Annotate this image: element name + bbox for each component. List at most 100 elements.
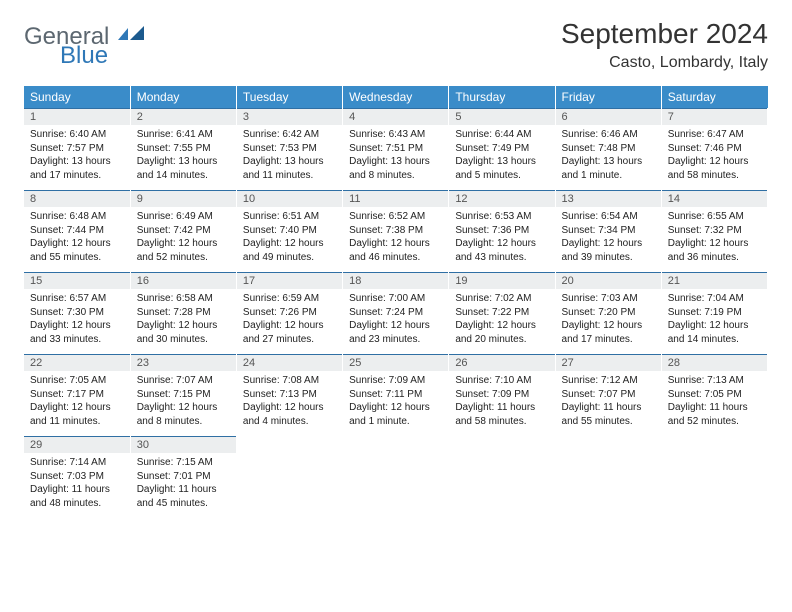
- day-dl: Daylight: 11 hours and 55 minutes.: [562, 401, 655, 428]
- day-ss: Sunset: 7:48 PM: [562, 142, 655, 156]
- day-dl: Daylight: 12 hours and 39 minutes.: [562, 237, 655, 264]
- day-number: 3: [237, 108, 342, 125]
- day-ss: Sunset: 7:34 PM: [562, 224, 655, 238]
- header: General Blue September 2024 Casto, Lomba…: [24, 18, 768, 72]
- logo-flag-icon: [118, 26, 144, 49]
- week-row: 29Sunrise: 7:14 AMSunset: 7:03 PMDayligh…: [24, 436, 768, 518]
- day-number: 11: [343, 190, 448, 207]
- day-sr: Sunrise: 6:41 AM: [137, 128, 230, 142]
- day-dl: Daylight: 12 hours and 20 minutes.: [455, 319, 548, 346]
- day-number: 6: [556, 108, 661, 125]
- day-sr: Sunrise: 7:14 AM: [30, 456, 124, 470]
- day-number: 23: [131, 354, 236, 371]
- title-block: September 2024 Casto, Lombardy, Italy: [561, 18, 768, 72]
- day-body: Sunrise: 6:48 AMSunset: 7:44 PMDaylight:…: [24, 207, 130, 272]
- day-sr: Sunrise: 7:07 AM: [137, 374, 230, 388]
- day-number: 7: [662, 108, 767, 125]
- day-body: Sunrise: 6:42 AMSunset: 7:53 PMDaylight:…: [237, 125, 342, 190]
- day-dl: Daylight: 12 hours and 55 minutes.: [30, 237, 124, 264]
- day-ss: Sunset: 7:11 PM: [349, 388, 442, 402]
- day-body: Sunrise: 6:58 AMSunset: 7:28 PMDaylight:…: [131, 289, 236, 354]
- day-sr: Sunrise: 7:02 AM: [455, 292, 548, 306]
- day-body: Sunrise: 7:09 AMSunset: 7:11 PMDaylight:…: [343, 371, 448, 436]
- day-number: 22: [24, 354, 130, 371]
- day-sr: Sunrise: 6:48 AM: [30, 210, 124, 224]
- day-cell: [661, 436, 767, 518]
- week-row: 1Sunrise: 6:40 AMSunset: 7:57 PMDaylight…: [24, 108, 768, 190]
- day-cell: 25Sunrise: 7:09 AMSunset: 7:11 PMDayligh…: [343, 354, 449, 436]
- day-cell: 16Sunrise: 6:58 AMSunset: 7:28 PMDayligh…: [130, 272, 236, 354]
- day-cell: [555, 436, 661, 518]
- day-body: Sunrise: 7:04 AMSunset: 7:19 PMDaylight:…: [662, 289, 767, 354]
- day-number: 18: [343, 272, 448, 289]
- day-cell: 8Sunrise: 6:48 AMSunset: 7:44 PMDaylight…: [24, 190, 130, 272]
- day-dl: Daylight: 12 hours and 1 minute.: [349, 401, 442, 428]
- day-sr: Sunrise: 7:10 AM: [455, 374, 548, 388]
- day-cell: 22Sunrise: 7:05 AMSunset: 7:17 PMDayligh…: [24, 354, 130, 436]
- day-sr: Sunrise: 6:59 AM: [243, 292, 336, 306]
- day-number: 4: [343, 108, 448, 125]
- day-cell: 2Sunrise: 6:41 AMSunset: 7:55 PMDaylight…: [130, 108, 236, 190]
- day-cell: 23Sunrise: 7:07 AMSunset: 7:15 PMDayligh…: [130, 354, 236, 436]
- day-cell: 5Sunrise: 6:44 AMSunset: 7:49 PMDaylight…: [449, 108, 555, 190]
- day-cell: 12Sunrise: 6:53 AMSunset: 7:36 PMDayligh…: [449, 190, 555, 272]
- day-cell: 17Sunrise: 6:59 AMSunset: 7:26 PMDayligh…: [236, 272, 342, 354]
- day-sr: Sunrise: 7:04 AM: [668, 292, 761, 306]
- day-number: 2: [131, 108, 236, 125]
- day-ss: Sunset: 7:30 PM: [30, 306, 124, 320]
- day-ss: Sunset: 7:07 PM: [562, 388, 655, 402]
- day-sr: Sunrise: 7:09 AM: [349, 374, 442, 388]
- day-body: Sunrise: 6:46 AMSunset: 7:48 PMDaylight:…: [556, 125, 661, 190]
- day-cell: 14Sunrise: 6:55 AMSunset: 7:32 PMDayligh…: [661, 190, 767, 272]
- day-dl: Daylight: 12 hours and 58 minutes.: [668, 155, 761, 182]
- day-ss: Sunset: 7:05 PM: [668, 388, 761, 402]
- weekday-header: Saturday: [661, 86, 767, 108]
- day-body: Sunrise: 6:57 AMSunset: 7:30 PMDaylight:…: [24, 289, 130, 354]
- day-dl: Daylight: 11 hours and 58 minutes.: [455, 401, 548, 428]
- day-sr: Sunrise: 7:05 AM: [30, 374, 124, 388]
- day-dl: Daylight: 12 hours and 43 minutes.: [455, 237, 548, 264]
- day-body: Sunrise: 7:15 AMSunset: 7:01 PMDaylight:…: [131, 453, 236, 518]
- day-number: 15: [24, 272, 130, 289]
- day-sr: Sunrise: 6:57 AM: [30, 292, 124, 306]
- day-ss: Sunset: 7:46 PM: [668, 142, 761, 156]
- day-cell: 30Sunrise: 7:15 AMSunset: 7:01 PMDayligh…: [130, 436, 236, 518]
- day-sr: Sunrise: 7:03 AM: [562, 292, 655, 306]
- day-cell: 26Sunrise: 7:10 AMSunset: 7:09 PMDayligh…: [449, 354, 555, 436]
- day-ss: Sunset: 7:36 PM: [455, 224, 548, 238]
- day-cell: 15Sunrise: 6:57 AMSunset: 7:30 PMDayligh…: [24, 272, 130, 354]
- day-ss: Sunset: 7:17 PM: [30, 388, 124, 402]
- day-number: 30: [131, 436, 236, 453]
- day-body: Sunrise: 6:59 AMSunset: 7:26 PMDaylight:…: [237, 289, 342, 354]
- day-body: Sunrise: 6:44 AMSunset: 7:49 PMDaylight:…: [449, 125, 554, 190]
- day-dl: Daylight: 12 hours and 17 minutes.: [562, 319, 655, 346]
- day-dl: Daylight: 11 hours and 52 minutes.: [668, 401, 761, 428]
- day-ss: Sunset: 7:24 PM: [349, 306, 442, 320]
- day-sr: Sunrise: 6:40 AM: [30, 128, 124, 142]
- day-sr: Sunrise: 6:44 AM: [455, 128, 548, 142]
- month-title: September 2024: [561, 18, 768, 50]
- day-sr: Sunrise: 6:54 AM: [562, 210, 655, 224]
- logo: General Blue: [24, 26, 144, 68]
- day-cell: 29Sunrise: 7:14 AMSunset: 7:03 PMDayligh…: [24, 436, 130, 518]
- day-cell: 7 Sunrise: 6:47 AMSunset: 7:46 PMDaylight…: [661, 108, 767, 190]
- day-sr: Sunrise: 6:47 AM: [668, 128, 761, 142]
- day-body: Sunrise: 7:03 AMSunset: 7:20 PMDaylight:…: [556, 289, 661, 354]
- day-sr: Sunrise: 7:00 AM: [349, 292, 442, 306]
- day-cell: 20Sunrise: 7:03 AMSunset: 7:20 PMDayligh…: [555, 272, 661, 354]
- week-row: 15Sunrise: 6:57 AMSunset: 7:30 PMDayligh…: [24, 272, 768, 354]
- day-number: 27: [556, 354, 661, 371]
- day-ss: Sunset: 7:13 PM: [243, 388, 336, 402]
- day-dl: Daylight: 13 hours and 8 minutes.: [349, 155, 442, 182]
- day-body: Sunrise: 6:49 AMSunset: 7:42 PMDaylight:…: [131, 207, 236, 272]
- day-dl: Daylight: 11 hours and 48 minutes.: [30, 483, 124, 510]
- day-sr: Sunrise: 6:51 AM: [243, 210, 336, 224]
- day-cell: 1Sunrise: 6:40 AMSunset: 7:57 PMDaylight…: [24, 108, 130, 190]
- day-ss: Sunset: 7:32 PM: [668, 224, 761, 238]
- day-ss: Sunset: 7:09 PM: [455, 388, 548, 402]
- weekday-header: Wednesday: [343, 86, 449, 108]
- day-number: 5: [449, 108, 554, 125]
- day-ss: Sunset: 7:42 PM: [137, 224, 230, 238]
- day-sr: Sunrise: 7:15 AM: [137, 456, 230, 470]
- day-dl: Daylight: 13 hours and 11 minutes.: [243, 155, 336, 182]
